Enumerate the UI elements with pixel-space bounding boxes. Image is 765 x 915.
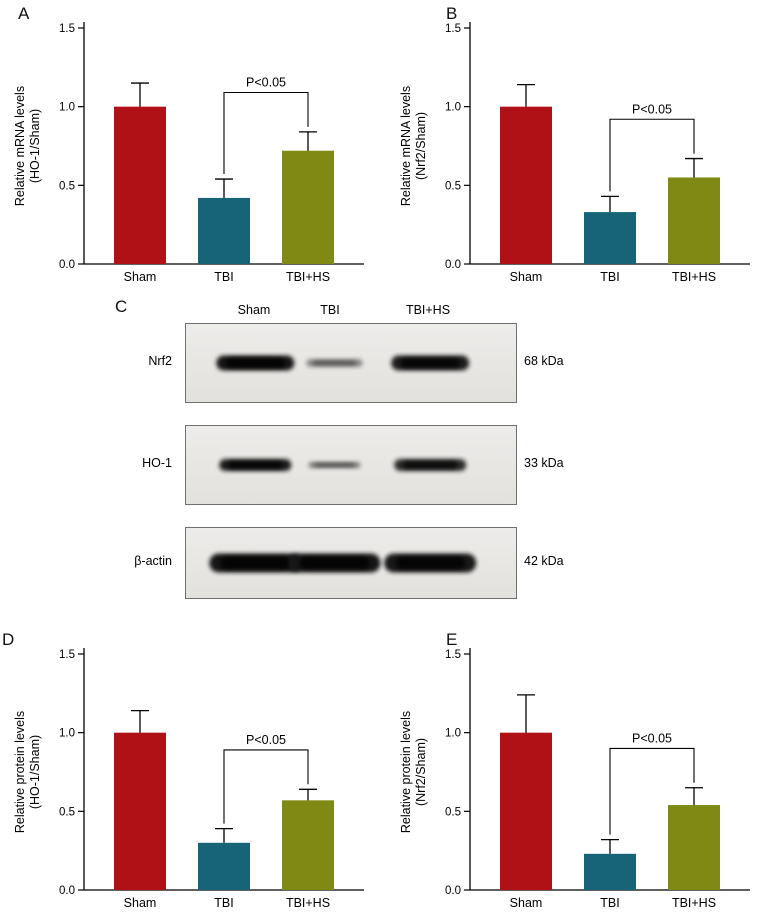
panel-a: A 0.0 0.5 1.0 1.5 Relative mRNA levels (HO-1/… bbox=[4, 4, 376, 304]
bar-tbi+hs bbox=[282, 800, 334, 890]
bar-chart-E: 0.0 0.5 1.0 1.5 Relative protein levels (Nrf2… bbox=[399, 648, 750, 910]
y-tick-label: 1.0 bbox=[445, 102, 461, 114]
blot-kda-nrf2: 68 kDa bbox=[524, 354, 564, 368]
y-axis-label: Relative protein levels bbox=[13, 711, 27, 833]
blot-kda-bactin: 42 kDa bbox=[524, 554, 564, 568]
blot-bands-row-2 bbox=[209, 553, 477, 573]
panel-d-chart: 0.0 0.5 1.0 1.5 Relative protein levels (HO-1… bbox=[4, 640, 376, 915]
blot-image-ho1 bbox=[185, 425, 517, 505]
y-tick-label: 0.5 bbox=[59, 806, 75, 818]
x-tick-label: Sham bbox=[510, 896, 543, 910]
blot-bands-row-1 bbox=[219, 459, 467, 471]
bar-sham bbox=[500, 106, 552, 265]
blot-band-core bbox=[227, 461, 283, 469]
x-tick-label: TBI+HS bbox=[672, 270, 716, 284]
panel-a-letter: A bbox=[18, 4, 30, 23]
blot-header-sham: Sham bbox=[237, 303, 271, 317]
panel-c: C Sham TBI TBI+HS Nrf2 68 kDa HO-1 33 kD… bbox=[0, 295, 765, 635]
y-tick-label: 0.0 bbox=[59, 885, 75, 897]
y-tick-label: 0.0 bbox=[445, 885, 461, 897]
y-tick-label: 0.0 bbox=[445, 259, 461, 271]
bar-chart-D: 0.0 0.5 1.0 1.5 Relative protein levels (HO-1… bbox=[13, 648, 364, 910]
y-axis-label-2: (HO-1/Sham) bbox=[28, 735, 42, 809]
y-tick-label: 1.5 bbox=[59, 649, 75, 661]
blot-image-nrf2 bbox=[185, 323, 517, 403]
y-tick-label: 0.5 bbox=[445, 806, 461, 818]
y-axis-label-2: (HO-1/Sham) bbox=[28, 109, 42, 183]
blot-band-core bbox=[313, 360, 356, 366]
y-axis-label: Relative mRNA levels bbox=[13, 86, 27, 206]
panel-c-letter: C bbox=[115, 297, 128, 316]
x-tick-label: TBI+HS bbox=[286, 896, 330, 910]
bar-tbi+hs bbox=[668, 805, 720, 890]
bar-tbi bbox=[198, 842, 250, 890]
y-tick-label: 1.5 bbox=[445, 649, 461, 661]
blot-image-bactin bbox=[185, 527, 517, 599]
panel-e: E 0.0 0.5 1.0 1.5 Relative protein levels (Nr… bbox=[390, 630, 762, 915]
blot-header-tbi: TBI bbox=[320, 303, 340, 317]
bar-sham bbox=[114, 106, 166, 265]
x-tick-label: TBI bbox=[214, 270, 233, 284]
y-tick-label: 1.5 bbox=[59, 23, 75, 35]
blot-row-label-nrf2: Nrf2 bbox=[148, 354, 172, 368]
bar-tbi+hs bbox=[668, 177, 720, 264]
panel-b-chart: 0.0 0.5 1.0 1.5 Relative mRNA levels (Nrf2/Sh… bbox=[390, 14, 762, 298]
blot-band-core bbox=[395, 556, 466, 570]
bar-tbi bbox=[198, 197, 250, 264]
panel-d-letter: D bbox=[2, 630, 15, 649]
blot-row-label-bactin: β-actin bbox=[134, 554, 172, 568]
x-tick-label: TBI bbox=[600, 896, 619, 910]
bar-sham bbox=[500, 732, 552, 890]
panel-d: D 0.0 0.5 1.0 1.5 Relative protein levels (HO… bbox=[2, 630, 376, 915]
y-tick-label: 1.0 bbox=[59, 102, 75, 114]
blot-bands-row-0 bbox=[216, 355, 470, 371]
y-axis-label-2: (Nrf2/Sham) bbox=[414, 112, 428, 180]
x-tick-label: TBI+HS bbox=[672, 896, 716, 910]
blot-band-core bbox=[314, 463, 355, 467]
bar-tbi bbox=[584, 212, 636, 264]
panel-b: B 0.0 0.5 1.0 1.5 Relative mRNA levels (Nrf2/… bbox=[390, 4, 762, 304]
x-tick-label: TBI+HS bbox=[286, 270, 330, 284]
bar-tbi+hs bbox=[282, 150, 334, 264]
blot-band-core bbox=[402, 461, 458, 469]
bar-sham bbox=[114, 732, 166, 890]
blot-row-label-ho1: HO-1 bbox=[142, 456, 172, 470]
blot-band-core bbox=[225, 358, 285, 368]
significance-label: P<0.05 bbox=[246, 733, 286, 747]
x-tick-label: TBI bbox=[600, 270, 619, 284]
significance-bracket bbox=[609, 747, 695, 835]
y-axis-label: Relative protein levels bbox=[399, 711, 413, 833]
bar-chart-A: 0.0 0.5 1.0 1.5 Relative mRNA levels (HO-1/Sh… bbox=[13, 22, 364, 284]
significance-bracket bbox=[223, 91, 309, 175]
blot-band-core bbox=[220, 556, 291, 570]
panel-a-chart: 0.0 0.5 1.0 1.5 Relative mRNA levels (HO-1/Sh… bbox=[4, 14, 376, 298]
x-tick-label: TBI bbox=[214, 896, 233, 910]
bar-tbi bbox=[584, 853, 636, 890]
y-tick-label: 1.0 bbox=[445, 728, 461, 740]
x-tick-label: Sham bbox=[124, 896, 157, 910]
significance-label: P<0.05 bbox=[632, 731, 672, 745]
y-tick-label: 0.5 bbox=[59, 180, 75, 192]
y-tick-label: 0.5 bbox=[445, 180, 461, 192]
panel-b-letter: B bbox=[446, 4, 458, 23]
y-tick-label: 1.0 bbox=[59, 728, 75, 740]
x-tick-label: Sham bbox=[124, 270, 157, 284]
panel-e-letter: E bbox=[446, 630, 458, 649]
bar-chart-B: 0.0 0.5 1.0 1.5 Relative mRNA levels (Nrf2/Sh… bbox=[399, 22, 750, 284]
significance-label: P<0.05 bbox=[246, 76, 286, 90]
y-axis-label: Relative mRNA levels bbox=[399, 86, 413, 206]
blot-band-core bbox=[400, 358, 460, 368]
significance-bracket bbox=[609, 118, 695, 192]
blot-header-tbihs: TBI+HS bbox=[405, 303, 451, 317]
significance-bracket bbox=[223, 749, 309, 824]
significance-label: P<0.05 bbox=[632, 102, 672, 116]
y-tick-label: 0.0 bbox=[59, 259, 75, 271]
panel-e-chart: 0.0 0.5 1.0 1.5 Relative protein levels (Nrf2… bbox=[390, 640, 762, 915]
y-tick-label: 1.5 bbox=[445, 23, 461, 35]
blot-band-core bbox=[299, 556, 370, 570]
y-axis-label-2: (Nrf2/Sham) bbox=[414, 738, 428, 806]
x-tick-label: Sham bbox=[510, 270, 543, 284]
blot-kda-ho1: 33 kDa bbox=[524, 456, 564, 470]
